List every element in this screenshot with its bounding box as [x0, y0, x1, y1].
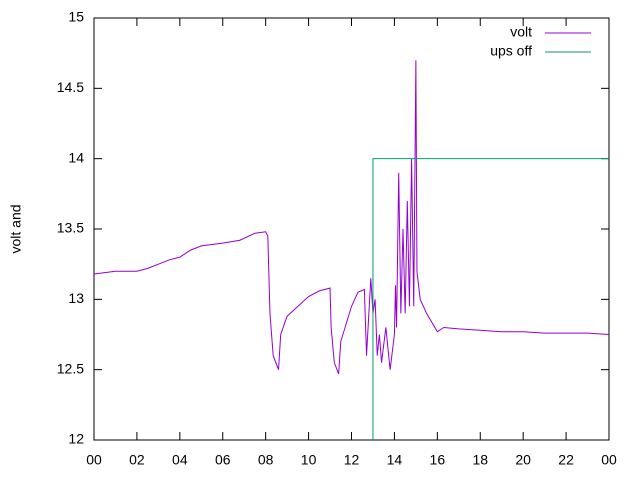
x-tick-label: 08 — [258, 452, 274, 468]
x-tick-label: 10 — [301, 452, 317, 468]
x-tick-label: 22 — [558, 452, 574, 468]
y-tick-label: 12.5 — [57, 360, 84, 376]
x-tick-label: 18 — [472, 452, 488, 468]
x-tick-label: 06 — [215, 452, 231, 468]
series-line — [372, 158, 609, 440]
legend-label: ups off — [490, 43, 532, 59]
y-tick-label: 14.5 — [57, 79, 84, 95]
legend-label: volt — [510, 24, 532, 40]
x-tick-label: 00 — [601, 452, 617, 468]
x-tick-label: 20 — [515, 452, 531, 468]
y-tick-label: 13.5 — [57, 220, 84, 236]
series-line — [93, 60, 610, 375]
x-tick-label: 00 — [86, 452, 102, 468]
y-tick-label: 12 — [68, 431, 84, 447]
y-tick-label: 14 — [68, 149, 84, 165]
plot-frame — [93, 17, 610, 441]
x-tick-label: 04 — [172, 452, 188, 468]
x-tick-label: 16 — [430, 452, 446, 468]
x-tick-label: 02 — [129, 452, 145, 468]
x-tick-label: 12 — [344, 452, 360, 468]
x-tick-label: 14 — [387, 452, 403, 468]
y-axis-label: volt and — [8, 204, 24, 253]
y-tick-label: 15 — [68, 9, 84, 25]
y-tick-label: 13 — [68, 290, 84, 306]
